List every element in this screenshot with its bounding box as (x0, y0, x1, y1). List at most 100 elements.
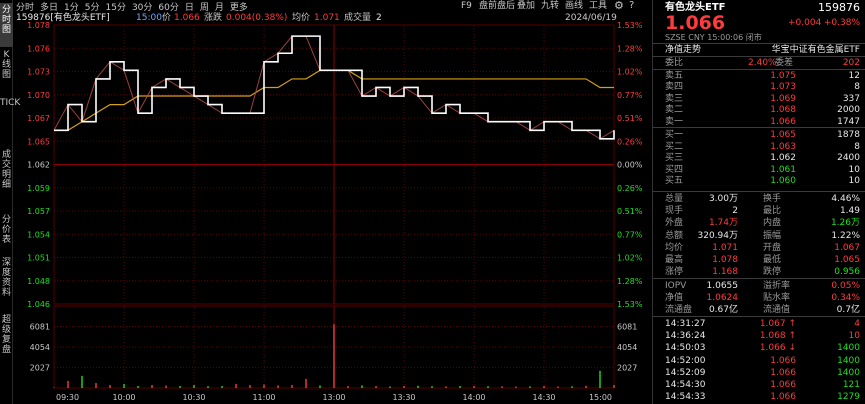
period-day[interactable]: 日 (184, 2, 194, 13)
bid-level: 买四 1.061 10 (653, 164, 865, 176)
bid-level: 买三 1.062 2400 (653, 152, 865, 164)
price-axis-label: 1.070 (27, 91, 50, 100)
nine-turn-button[interactable]: 九转 (541, 1, 560, 11)
bid-label: 买四 (665, 164, 684, 175)
price-axis-label: 1.067 (27, 114, 50, 123)
time-axis-label: 15:00 (589, 393, 612, 402)
fund-value: 0.05% (831, 281, 860, 291)
stat-row: 最高 1.078 最低 1.065 (653, 254, 865, 266)
stat-label: 外盘 (665, 218, 684, 229)
pct-axis-label: 1.02% (617, 68, 643, 77)
ask-volume: 1747 (837, 116, 860, 127)
tick-time: 14:50:03 (665, 343, 706, 354)
intraday-chart[interactable]: 1.078 1.53% 1.076 1.28% 1.073 1.02% 1.070 0.77%… (0, 0, 652, 404)
tick-time: 14:31:27 (665, 319, 706, 329)
period-multi-day[interactable]: 多日 (40, 2, 59, 13)
fund-value: 1.0624 (706, 293, 739, 303)
tick-row: 14:50:03 1.066 ↓ 1400 (653, 342, 865, 354)
period-60m[interactable]: 60分 (158, 2, 179, 13)
help-icon[interactable]: ? (629, 0, 635, 11)
tick-volume: 1400 (837, 343, 860, 354)
ask-price: 1.073 (770, 82, 796, 93)
stat-row: 总额 320.94万 振幅 1.22% (653, 230, 865, 242)
tick-row: 14:54:30 1.066 121 (653, 379, 865, 391)
pct-axis-label: 0.77% (617, 91, 643, 100)
tab-depth[interactable]: 深度资料 (1, 258, 11, 298)
nav-trend-link[interactable]: 净值走势 (665, 45, 702, 55)
ask-level: 卖五 1.075 12 (653, 70, 865, 82)
bid-label: 买三 (665, 153, 684, 164)
tick-price: 1.066 (770, 367, 796, 378)
tab-fenshi[interactable]: 分时图 (0, 3, 13, 47)
stat-label: 涨停 (665, 267, 684, 278)
stat-row: 外盘 1.74万 内盘 1.26万 (653, 217, 865, 229)
bid-price: 1.063 (770, 141, 796, 152)
stat-value: 1.22% (831, 230, 860, 241)
f9-button[interactable]: F9 (461, 1, 472, 11)
tab-kline[interactable]: K线图 (1, 50, 11, 80)
fund-label: 溢折率 (763, 281, 791, 291)
tab-price-table[interactable]: 分价表 (1, 215, 11, 245)
tick-time: 14:36:24 (665, 331, 706, 342)
weicha-label: 委差 (775, 58, 794, 68)
fund-value: 0.67亿 (708, 305, 738, 315)
period-more[interactable]: 更多 (229, 2, 248, 13)
ask-price: 1.069 (770, 93, 796, 104)
time-axis-label: 13:30 (392, 393, 415, 402)
weicha-value: 202 (842, 58, 860, 68)
info-price: 1.066 (174, 13, 200, 23)
period-month[interactable]: 月 (214, 2, 224, 13)
pct-axis-label: 0.51% (617, 114, 643, 123)
fund-value: 0.34% (831, 293, 860, 303)
period-15m[interactable]: 15分 (105, 2, 126, 13)
price-axis-label: 1.065 (27, 137, 50, 146)
tick-time: 14:52:09 (665, 367, 706, 378)
tick-row: 14:52:09 1.066 1400 (653, 367, 865, 379)
tracking-index: 华宝中证有色金属ETF (771, 45, 860, 55)
tab-tick[interactable]: TICK (0, 98, 21, 108)
stat-value: 1.26万 (830, 218, 860, 229)
pre-post-market-button[interactable]: 盘前盘后 (479, 1, 516, 11)
info-time: 15:00 (136, 13, 162, 23)
overlay-button[interactable]: 叠加 (517, 1, 536, 11)
draw-line-button[interactable]: 画线 (565, 1, 584, 11)
period-fenshi[interactable]: 分时 (16, 2, 35, 13)
settings-gear-icon[interactable]: ⚙ (614, 0, 624, 12)
tools-button[interactable]: 工具 (589, 1, 608, 11)
period-week[interactable]: 周 (199, 2, 209, 13)
period-30m[interactable]: 30分 (131, 2, 153, 13)
tick-row: 14:31:27 1.067 ↑ 4 (653, 318, 865, 330)
bid-volume: 2400 (837, 153, 860, 164)
time-axis-label: 11:00 (252, 393, 275, 402)
quote-panel: 有色龙头ETF 159876 1.066 +0.004 +0.38% SZSE … (652, 0, 865, 404)
volume-axis-label: 2027 (30, 364, 50, 373)
tick-price: 1.067 ↑ (759, 319, 796, 329)
price-axis-label: 1.051 (27, 254, 50, 263)
stat-value: 1.067 (834, 242, 860, 253)
pct-axis-label: 0.00% (617, 161, 643, 170)
period-1m[interactable]: 1分 (64, 2, 79, 13)
info-change: 0.004(0.38%) (226, 13, 288, 23)
tab-trade-detail[interactable]: 成交明细 (1, 150, 11, 190)
tick-volume: 4 (854, 319, 860, 329)
stat-label: 总量 (665, 194, 684, 204)
tab-review[interactable]: 超级复盘 (1, 315, 11, 355)
volume-axis-label: 4054 (30, 343, 50, 352)
fund-row: IOPV 1.0655 溢折率 0.05% (653, 280, 865, 292)
ask-volume: 8 (854, 82, 860, 93)
stat-label: 内盘 (763, 218, 782, 229)
stat-value: 1.071 (712, 242, 738, 253)
stat-row: 均价 1.071 开盘 1.067 (653, 242, 865, 254)
price-axis-label: 1.076 (27, 44, 50, 53)
side-tabs: 分时图 K线图 TICK 成交明细 分价表 深度资料 超级复盘 (0, 0, 21, 404)
stat-value: 320.94万 (697, 230, 739, 241)
tick-time: 14:54:33 (665, 392, 706, 403)
tick-volume: 1400 (837, 355, 860, 366)
tick-row: 14:36:24 1.068 ↑ 10 (653, 330, 865, 342)
ask-volume: 2000 (837, 105, 860, 116)
period-5m[interactable]: 5分 (84, 2, 100, 13)
stat-row: 现手 2 最比 1.49 (653, 205, 865, 217)
fund-value: 0.7亿 (836, 305, 860, 315)
stat-value: 1.168 (712, 267, 738, 278)
ask-label: 卖二 (665, 105, 684, 116)
